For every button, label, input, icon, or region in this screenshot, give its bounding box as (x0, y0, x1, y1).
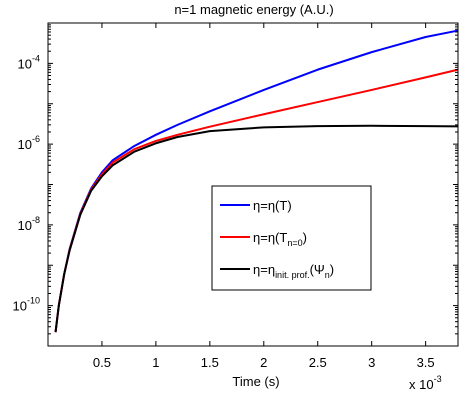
x-tick-label: 3 (368, 355, 375, 370)
legend: η=η(T) η=η(Tn=0) η=ηinit. prof.(Ψn) (211, 185, 372, 291)
x-axis-multiplier: x 10-3 (409, 374, 442, 392)
y-axis: 10-10 10-8 10-6 10-4 (13, 24, 458, 335)
x-tick-label: 2.5 (309, 355, 327, 370)
legend-label-2: η=η(Tn=0) (253, 230, 307, 248)
x-axis-label: Time (s) (232, 374, 279, 389)
legend-label-1: η=η(T) (253, 198, 292, 213)
series-line-3 (54, 124, 459, 333)
y-tick-label: 10-6 (18, 134, 40, 152)
y-tick-label: 10-4 (18, 53, 40, 71)
chart-title: n=1 magnetic energy (A.U.) (174, 2, 333, 17)
legend-label-3: η=ηinit. prof.(Ψn) (253, 262, 334, 280)
x-tick-label: 1.5 (201, 355, 219, 370)
x-tick-label: 2 (260, 355, 267, 370)
x-axis: 0.5 1 1.5 2 2.5 3 3.5 (93, 23, 435, 370)
x-tick-label: 3.5 (417, 355, 435, 370)
x-tick-label: 0.5 (93, 355, 111, 370)
y-tick-label: 10-8 (18, 215, 40, 233)
plot-area (47, 22, 459, 347)
series-layer (54, 29, 459, 333)
y-tick-label: 10-10 (13, 296, 40, 314)
x-tick-label: 1 (152, 355, 159, 370)
